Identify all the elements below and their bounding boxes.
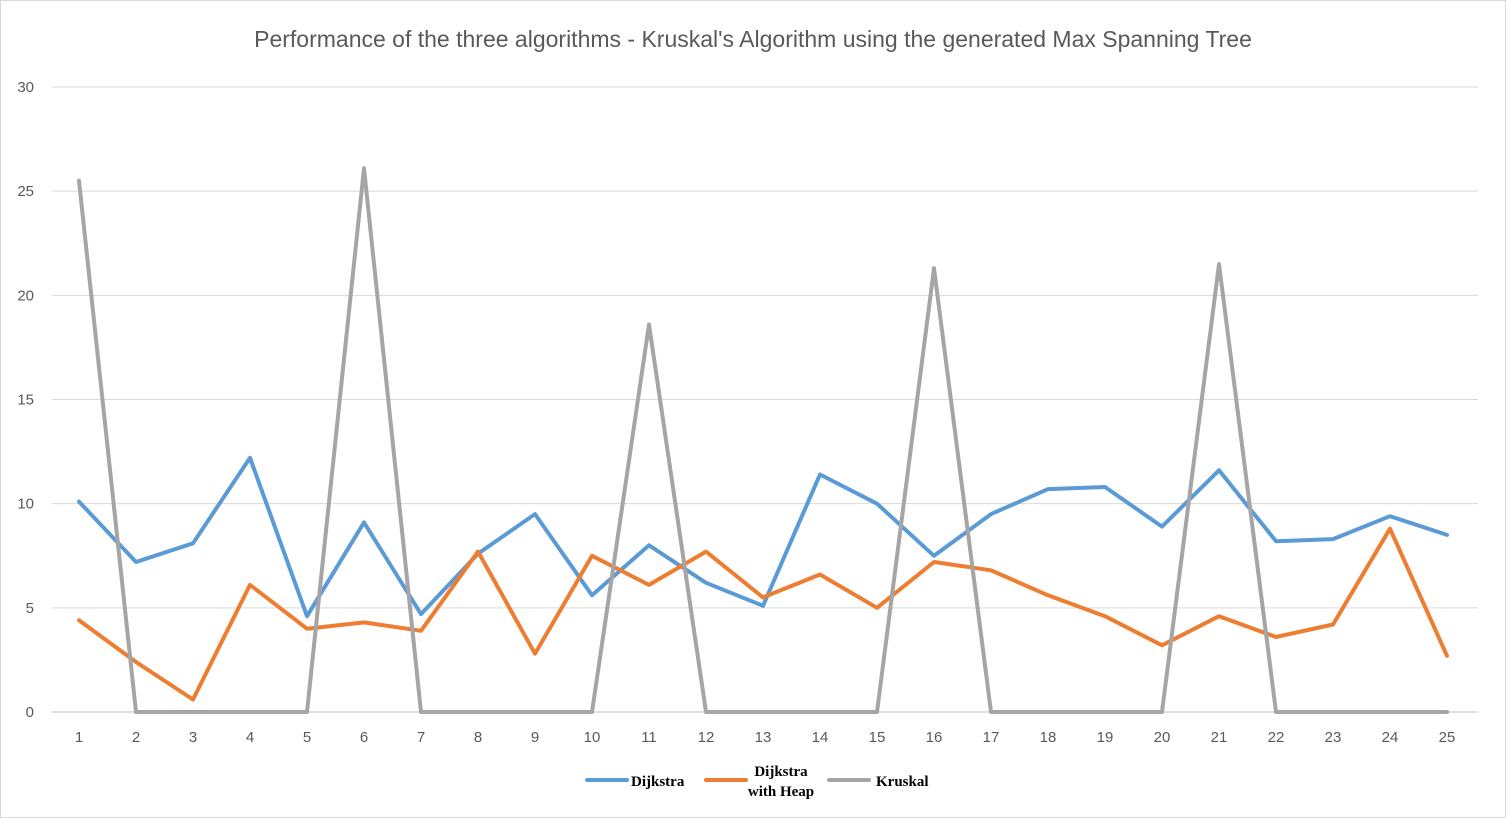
legend-label-kruskal: Kruskal — [876, 774, 929, 790]
x-tick-label: 11 — [641, 729, 657, 746]
x-tick-label: 1 — [75, 729, 83, 746]
legend-label-dijkstra: Dijkstra — [631, 774, 685, 790]
x-tick-label: 25 — [1439, 729, 1456, 746]
x-tick-label: 5 — [303, 729, 311, 746]
x-tick-label: 22 — [1268, 729, 1285, 746]
x-tick-label: 4 — [246, 729, 254, 746]
series-line-dijkstra-with-heap — [77, 526, 1449, 702]
x-tick-label: 12 — [698, 729, 715, 746]
chart-title: Performance of the three algorithms - Kr… — [254, 26, 1252, 52]
x-tick-label: 24 — [1382, 729, 1399, 746]
x-tick-label: 16 — [926, 729, 943, 746]
x-tick-label: 20 — [1154, 729, 1171, 746]
x-tick-label: 19 — [1097, 729, 1114, 746]
legend-label-dijkstra-with-heap: with Heap — [748, 784, 814, 800]
x-tick-label: 2 — [132, 729, 140, 746]
y-tick-label: 0 — [26, 704, 34, 721]
x-tick-label: 8 — [474, 729, 482, 746]
y-tick-label: 20 — [17, 287, 34, 304]
y-axis-ticks: 0 5 10 15 20 25 30 — [17, 79, 34, 721]
series-lines — [77, 166, 1449, 714]
y-tick-label: 15 — [17, 392, 34, 409]
x-tick-label: 17 — [983, 729, 1000, 746]
legend: Dijkstra Dijkstra with Heap Kruskal — [585, 764, 929, 800]
x-axis-ticks: 1 2 3 4 5 6 7 8 9 10 11 12 13 14 15 16 17 18 19 20 21 22 23 24 2… — [75, 729, 1456, 746]
y-tick-label: 25 — [17, 183, 34, 200]
x-tick-label: 15 — [869, 729, 886, 746]
y-tick-label: 10 — [17, 496, 34, 513]
x-tick-label: 6 — [360, 729, 368, 746]
gridlines — [52, 86, 1478, 713]
series-line-dijkstra — [77, 455, 1449, 619]
x-tick-label: 13 — [755, 729, 772, 746]
x-tick-label: 14 — [812, 729, 829, 746]
y-tick-label: 5 — [26, 600, 34, 617]
x-tick-label: 23 — [1325, 729, 1342, 746]
x-tick-label: 9 — [531, 729, 539, 746]
x-tick-label: 18 — [1040, 729, 1057, 746]
x-tick-label: 3 — [189, 729, 197, 746]
legend-label-dijkstra-with-heap: Dijkstra — [754, 764, 808, 780]
x-tick-label: 21 — [1211, 729, 1228, 746]
x-tick-label: 10 — [584, 729, 601, 746]
x-tick-label: 7 — [417, 729, 425, 746]
series-line-kruskal — [77, 166, 1449, 714]
y-tick-label: 30 — [17, 79, 34, 96]
